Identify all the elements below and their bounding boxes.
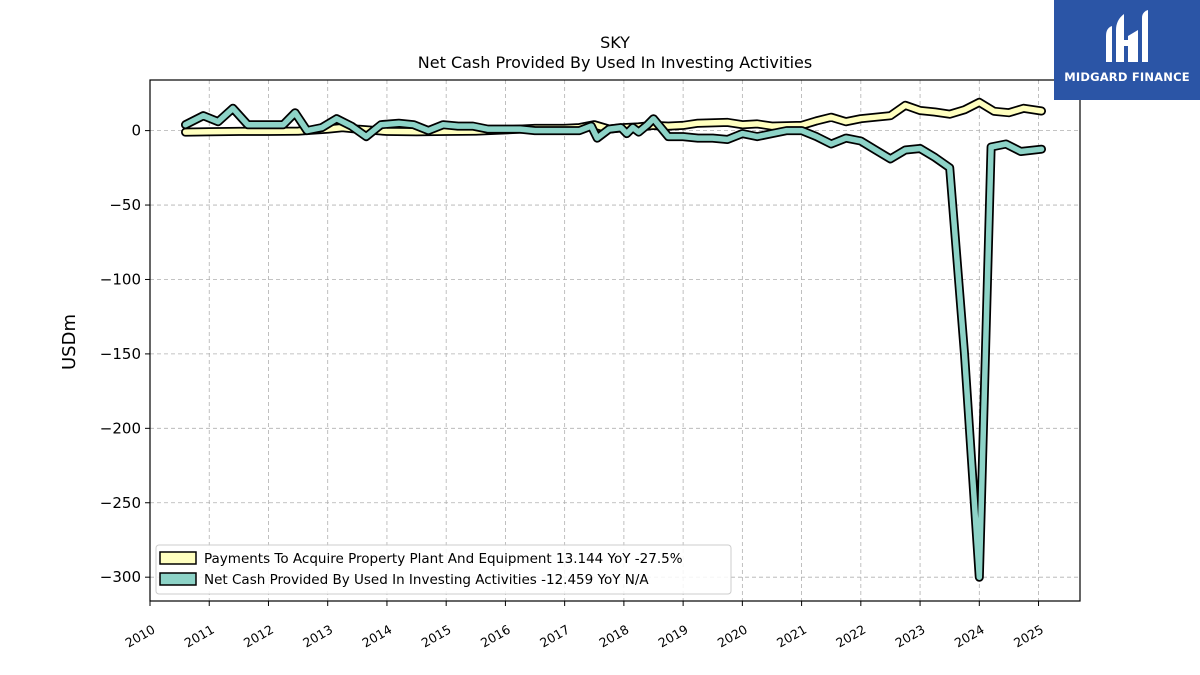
x-tick-label: 2016 bbox=[478, 622, 513, 651]
x-tick-label: 2010 bbox=[122, 622, 157, 651]
logo-text: MIDGARD FINANCE bbox=[1064, 70, 1190, 84]
legend-frame bbox=[155, 544, 732, 595]
legend-swatch-ppe bbox=[159, 551, 197, 565]
legend-label-investing: Net Cash Provided By Used In Investing A… bbox=[204, 572, 649, 588]
x-tick-label: 2025 bbox=[1011, 622, 1046, 651]
x-tick-label: 2018 bbox=[596, 622, 631, 651]
x-tick-label: 2014 bbox=[359, 622, 394, 651]
y-tick-label: −250 bbox=[100, 494, 141, 512]
y-axis-ticks: 0 −50 −100 −150 −200 −250 −300 bbox=[100, 122, 150, 586]
y-axis-label: USDm bbox=[59, 314, 80, 370]
x-tick-label: 2024 bbox=[952, 622, 987, 651]
series-outline-1 bbox=[181, 103, 1046, 582]
midgard-finance-logo: MIDGARD FINANCE bbox=[1054, 0, 1200, 100]
chart-subtitle: Net Cash Provided By Used In Investing A… bbox=[418, 53, 812, 72]
x-axis-ticks: 2010 2011 2012 2013 2014 2015 2016 2017 2018 2019… bbox=[122, 601, 1046, 651]
x-tick-label: 2013 bbox=[300, 622, 335, 651]
y-tick-label: 0 bbox=[131, 122, 141, 140]
plot-frame bbox=[149, 79, 1081, 602]
legend-swatch-investing bbox=[159, 572, 197, 586]
x-tick-label: 2021 bbox=[774, 622, 809, 651]
midgard-logo-icon bbox=[1106, 10, 1148, 62]
x-tick-label: 2015 bbox=[419, 622, 454, 651]
series-line-0 bbox=[182, 99, 1045, 135]
x-tick-label: 2017 bbox=[537, 622, 572, 651]
x-tick-label: 2019 bbox=[656, 622, 691, 651]
series-layer bbox=[181, 97, 1046, 582]
series-line-1 bbox=[182, 105, 1045, 580]
y-tick-label: −150 bbox=[100, 345, 141, 363]
y-tick-label: −50 bbox=[109, 196, 141, 214]
y-tick-label: −200 bbox=[100, 419, 141, 437]
y-tick-label: −300 bbox=[100, 568, 141, 586]
x-tick-label: 2022 bbox=[833, 622, 868, 651]
chart-title: SKY bbox=[600, 33, 630, 52]
x-tick-label: 2012 bbox=[241, 622, 276, 651]
x-tick-label: 2023 bbox=[893, 622, 928, 651]
x-tick-label: 2020 bbox=[715, 622, 750, 651]
y-tick-label: −100 bbox=[100, 270, 141, 288]
legend: Payments To Acquire Property Plant And E… bbox=[155, 544, 732, 595]
x-tick-label: 2011 bbox=[182, 622, 217, 651]
legend-label-ppe: Payments To Acquire Property Plant And E… bbox=[204, 551, 683, 567]
